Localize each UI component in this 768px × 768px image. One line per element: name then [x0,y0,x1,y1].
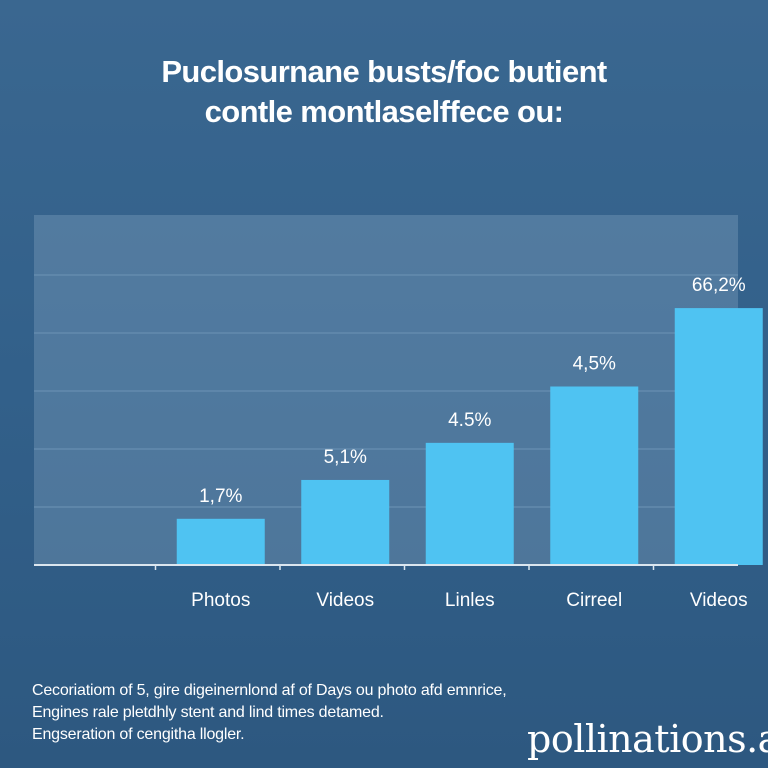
data-label-2: 5,1% [324,447,367,468]
chart-title-line-1: Puclosurnane busts/foc butient [161,54,607,89]
footnote-line-1: Cecoriatiom of 5, gire digeinernlond af … [32,682,507,699]
bar-videos-5 [674,308,763,565]
x-tick-label-4: Cirreel [566,590,622,611]
data-labels: 1,7% 5,1% 4.5% 4,5% 66,2% [199,275,746,507]
data-label-4: 4,5% [573,354,616,375]
bar-videos-2 [301,479,390,565]
bar-photos-1 [176,518,265,565]
x-tick-label-2: Videos [316,590,374,611]
data-label-1: 1,7% [199,486,242,507]
data-label-5: 66,2% [692,275,746,296]
chart-title: Puclosurnane busts/foc butient contle mo… [0,52,768,132]
x-tick-labels: Photos Videos Linles Cirreel Videos [191,590,747,611]
x-axis [34,564,738,570]
x-tick-label-1: Photos [191,590,250,611]
watermark-logo: pollinations.ai [527,717,768,761]
x-tick-label-3: Linles [445,590,495,611]
footnote-line-2: Engines rale pletdhly stent and lind tim… [32,704,384,721]
bar-linles-3 [425,442,514,565]
chart-footnote: Cecoriatiom of 5, gire digeinernlond af … [32,680,592,746]
footnote-line-3: Engseration of cengitha llogler. [32,726,245,743]
chart-title-line-2: contle montlaselffece ou: [204,94,564,129]
bars [176,308,763,565]
data-label-3: 4.5% [448,410,491,431]
x-tick-label-5: Videos [690,590,748,611]
bar-cirreel-4 [550,386,639,565]
